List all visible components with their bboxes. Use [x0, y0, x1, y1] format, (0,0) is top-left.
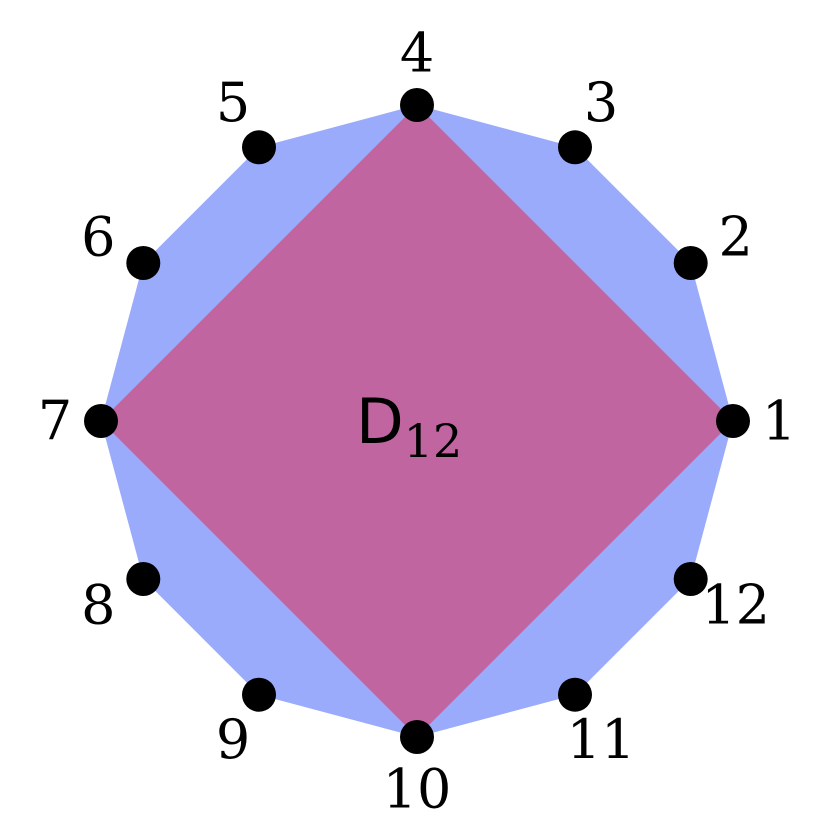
vertex-label-10: 10 [383, 758, 452, 821]
vertex-dot-7 [84, 404, 118, 438]
vertex-label-1: 1 [762, 390, 796, 453]
vertex-label-2: 2 [719, 206, 753, 269]
vertex-label-12: 12 [701, 574, 770, 637]
vertex-dot-2 [673, 246, 708, 280]
inscribed-square-polygon [101, 105, 733, 737]
vertex-dot-8 [126, 562, 161, 596]
vertex-dot-4 [400, 88, 434, 122]
vertex-label-9: 9 [216, 708, 250, 771]
vertex-dot-11 [558, 677, 592, 712]
vertex-dot-12 [673, 562, 708, 596]
vertex-dot-3 [558, 130, 592, 165]
vertex-dot-10 [400, 720, 434, 754]
vertex-label-6: 6 [81, 206, 115, 269]
vertex-label-3: 3 [584, 71, 618, 134]
vertex-label-7: 7 [38, 390, 72, 453]
vertex-dots [84, 88, 750, 754]
vertex-label-5: 5 [216, 71, 250, 134]
vertex-label-11: 11 [567, 708, 636, 771]
center-title: D12 [356, 385, 462, 468]
center-title-subscript: 12 [404, 414, 463, 468]
vertex-dot-1 [716, 404, 750, 438]
vertex-dot-9 [242, 677, 276, 712]
vertex-dot-5 [242, 130, 276, 165]
vertex-label-4: 4 [400, 22, 434, 85]
vertex-dot-6 [126, 246, 161, 280]
vertex-label-8: 8 [81, 574, 115, 637]
center-title-main: D [356, 385, 404, 458]
